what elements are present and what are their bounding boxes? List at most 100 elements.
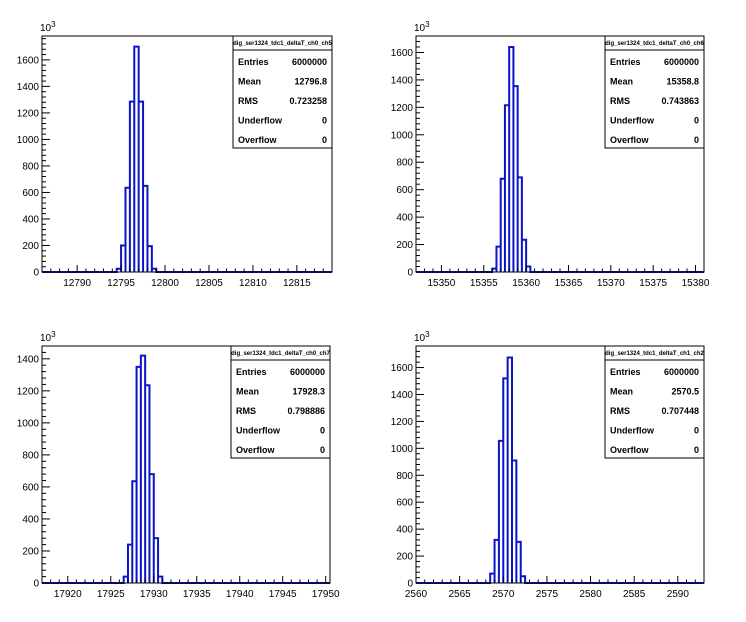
histogram-bin — [149, 474, 153, 583]
stats-box — [232, 49, 333, 149]
y-tick-label: 400 — [22, 214, 39, 225]
x-tick-label: 2580 — [579, 589, 602, 600]
histogram-bin — [143, 186, 147, 272]
stats-box — [604, 359, 705, 459]
stats-label: Entries — [236, 367, 267, 377]
stats-label: Mean — [610, 77, 633, 87]
histogram-bin — [518, 177, 522, 272]
stats-value: 6000000 — [290, 367, 325, 377]
stats-label: Overflow — [610, 135, 650, 145]
stats-value: 15358.8 — [666, 77, 699, 87]
histogram-bin — [134, 47, 138, 272]
y-tick-label: 400 — [396, 213, 413, 224]
x-tick-label: 2575 — [536, 589, 559, 600]
stats-value: 0 — [322, 116, 327, 126]
stats-label: Underflow — [610, 426, 655, 436]
y-tick-label: 400 — [22, 514, 39, 525]
plot-frame — [41, 345, 331, 584]
x-tick-label: 17935 — [183, 589, 211, 600]
stats-box — [604, 49, 705, 149]
x-tick-label: 17925 — [97, 589, 125, 600]
stats-label: Underflow — [610, 116, 655, 126]
x-tick-label: 15380 — [682, 278, 710, 289]
stats-label: Underflow — [238, 116, 283, 126]
stats-box — [230, 359, 331, 459]
stats-value: 0 — [694, 445, 699, 455]
x-tick-label: 15355 — [470, 278, 498, 289]
x-tick-label: 12815 — [283, 278, 311, 289]
y-tick-label: 600 — [22, 188, 39, 199]
y-axis-exponent: 103 — [414, 20, 430, 34]
stats-label: Overflow — [238, 135, 278, 145]
stats-label: RMS — [610, 406, 630, 416]
histogram-bin — [509, 47, 513, 272]
y-tick-label: 0 — [33, 268, 39, 279]
stats-value: 0.707448 — [661, 406, 699, 416]
y-tick-label: 1200 — [17, 386, 40, 397]
x-tick-label: 2560 — [405, 589, 428, 600]
stats-value: 6000000 — [664, 57, 699, 67]
y-tick-label: 600 — [396, 185, 413, 196]
y-tick-label: 1600 — [17, 55, 40, 66]
histogram-bin — [145, 385, 149, 583]
y-tick-label: 0 — [33, 579, 39, 590]
stats-value: 0 — [694, 135, 699, 145]
stats-value: 0 — [320, 426, 325, 436]
stats-value: 6000000 — [292, 57, 327, 67]
histogram-bin — [513, 86, 517, 272]
x-tick-label: 17920 — [54, 589, 82, 600]
y-axis-exponent: 103 — [40, 20, 56, 34]
y-tick-label: 1600 — [391, 363, 414, 374]
y-tick-label: 1000 — [17, 135, 40, 146]
y-tick-label: 1200 — [17, 108, 40, 119]
y-tick-label: 600 — [396, 498, 413, 509]
x-tick-label: 17940 — [226, 589, 254, 600]
histogram-bin — [125, 188, 129, 272]
stats-value: 12796.8 — [294, 77, 327, 87]
histogram-bin — [147, 246, 151, 272]
histogram-bin — [158, 577, 162, 583]
x-tick-label: 12795 — [107, 278, 135, 289]
histogram-bin — [521, 576, 525, 583]
histogram-bin — [137, 367, 141, 583]
histogram-bin — [490, 574, 494, 583]
histogram-bin — [508, 357, 512, 583]
stats-value: 6000000 — [664, 367, 699, 377]
y-tick-label: 600 — [22, 482, 39, 493]
x-tick-label: 2590 — [667, 589, 690, 600]
y-tick-label: 800 — [22, 161, 39, 172]
y-tick-label: 1000 — [391, 130, 414, 141]
stats-title: dig_ser1324_tdc1_deltaT_ch0_ch6 — [605, 41, 704, 47]
histogram-panel-4: 2560 2565 2570 2575 2580 2585 2590 0 200 400 600 80… — [391, 330, 705, 600]
histogram-bin — [505, 105, 509, 272]
x-tick-label: 15375 — [639, 278, 667, 289]
y-tick-label: 1200 — [391, 417, 414, 428]
x-tick-label: 2565 — [449, 589, 472, 600]
histogram-bin — [501, 179, 505, 272]
stats-label: Mean — [610, 387, 633, 397]
y-tick-label: 200 — [396, 240, 413, 251]
stats-value: 0.743863 — [661, 96, 699, 106]
histogram-bin — [516, 542, 520, 583]
histogram-bin — [132, 481, 136, 583]
histogram-bin — [141, 356, 145, 583]
histogram-outline — [42, 354, 330, 584]
stats-value: 0 — [694, 426, 699, 436]
histogram-bin — [121, 245, 125, 272]
histogram-outline — [416, 45, 704, 273]
y-axis-exponent: 103 — [40, 330, 56, 344]
stats-value: 17928.3 — [292, 387, 325, 397]
histogram-bin — [128, 545, 132, 583]
y-tick-label: 1200 — [391, 103, 414, 114]
stats-value: 2570.5 — [671, 387, 699, 397]
y-tick-label: 200 — [22, 241, 39, 252]
histogram-bin — [495, 540, 499, 583]
y-tick-label: 1600 — [391, 48, 414, 59]
stats-label: RMS — [238, 96, 258, 106]
stats-label: RMS — [236, 406, 256, 416]
x-tick-label: 12805 — [195, 278, 223, 289]
y-tick-label: 0 — [407, 268, 413, 279]
stats-label: Entries — [610, 367, 641, 377]
histogram-bin — [124, 577, 128, 583]
x-tick-label: 2585 — [623, 589, 646, 600]
